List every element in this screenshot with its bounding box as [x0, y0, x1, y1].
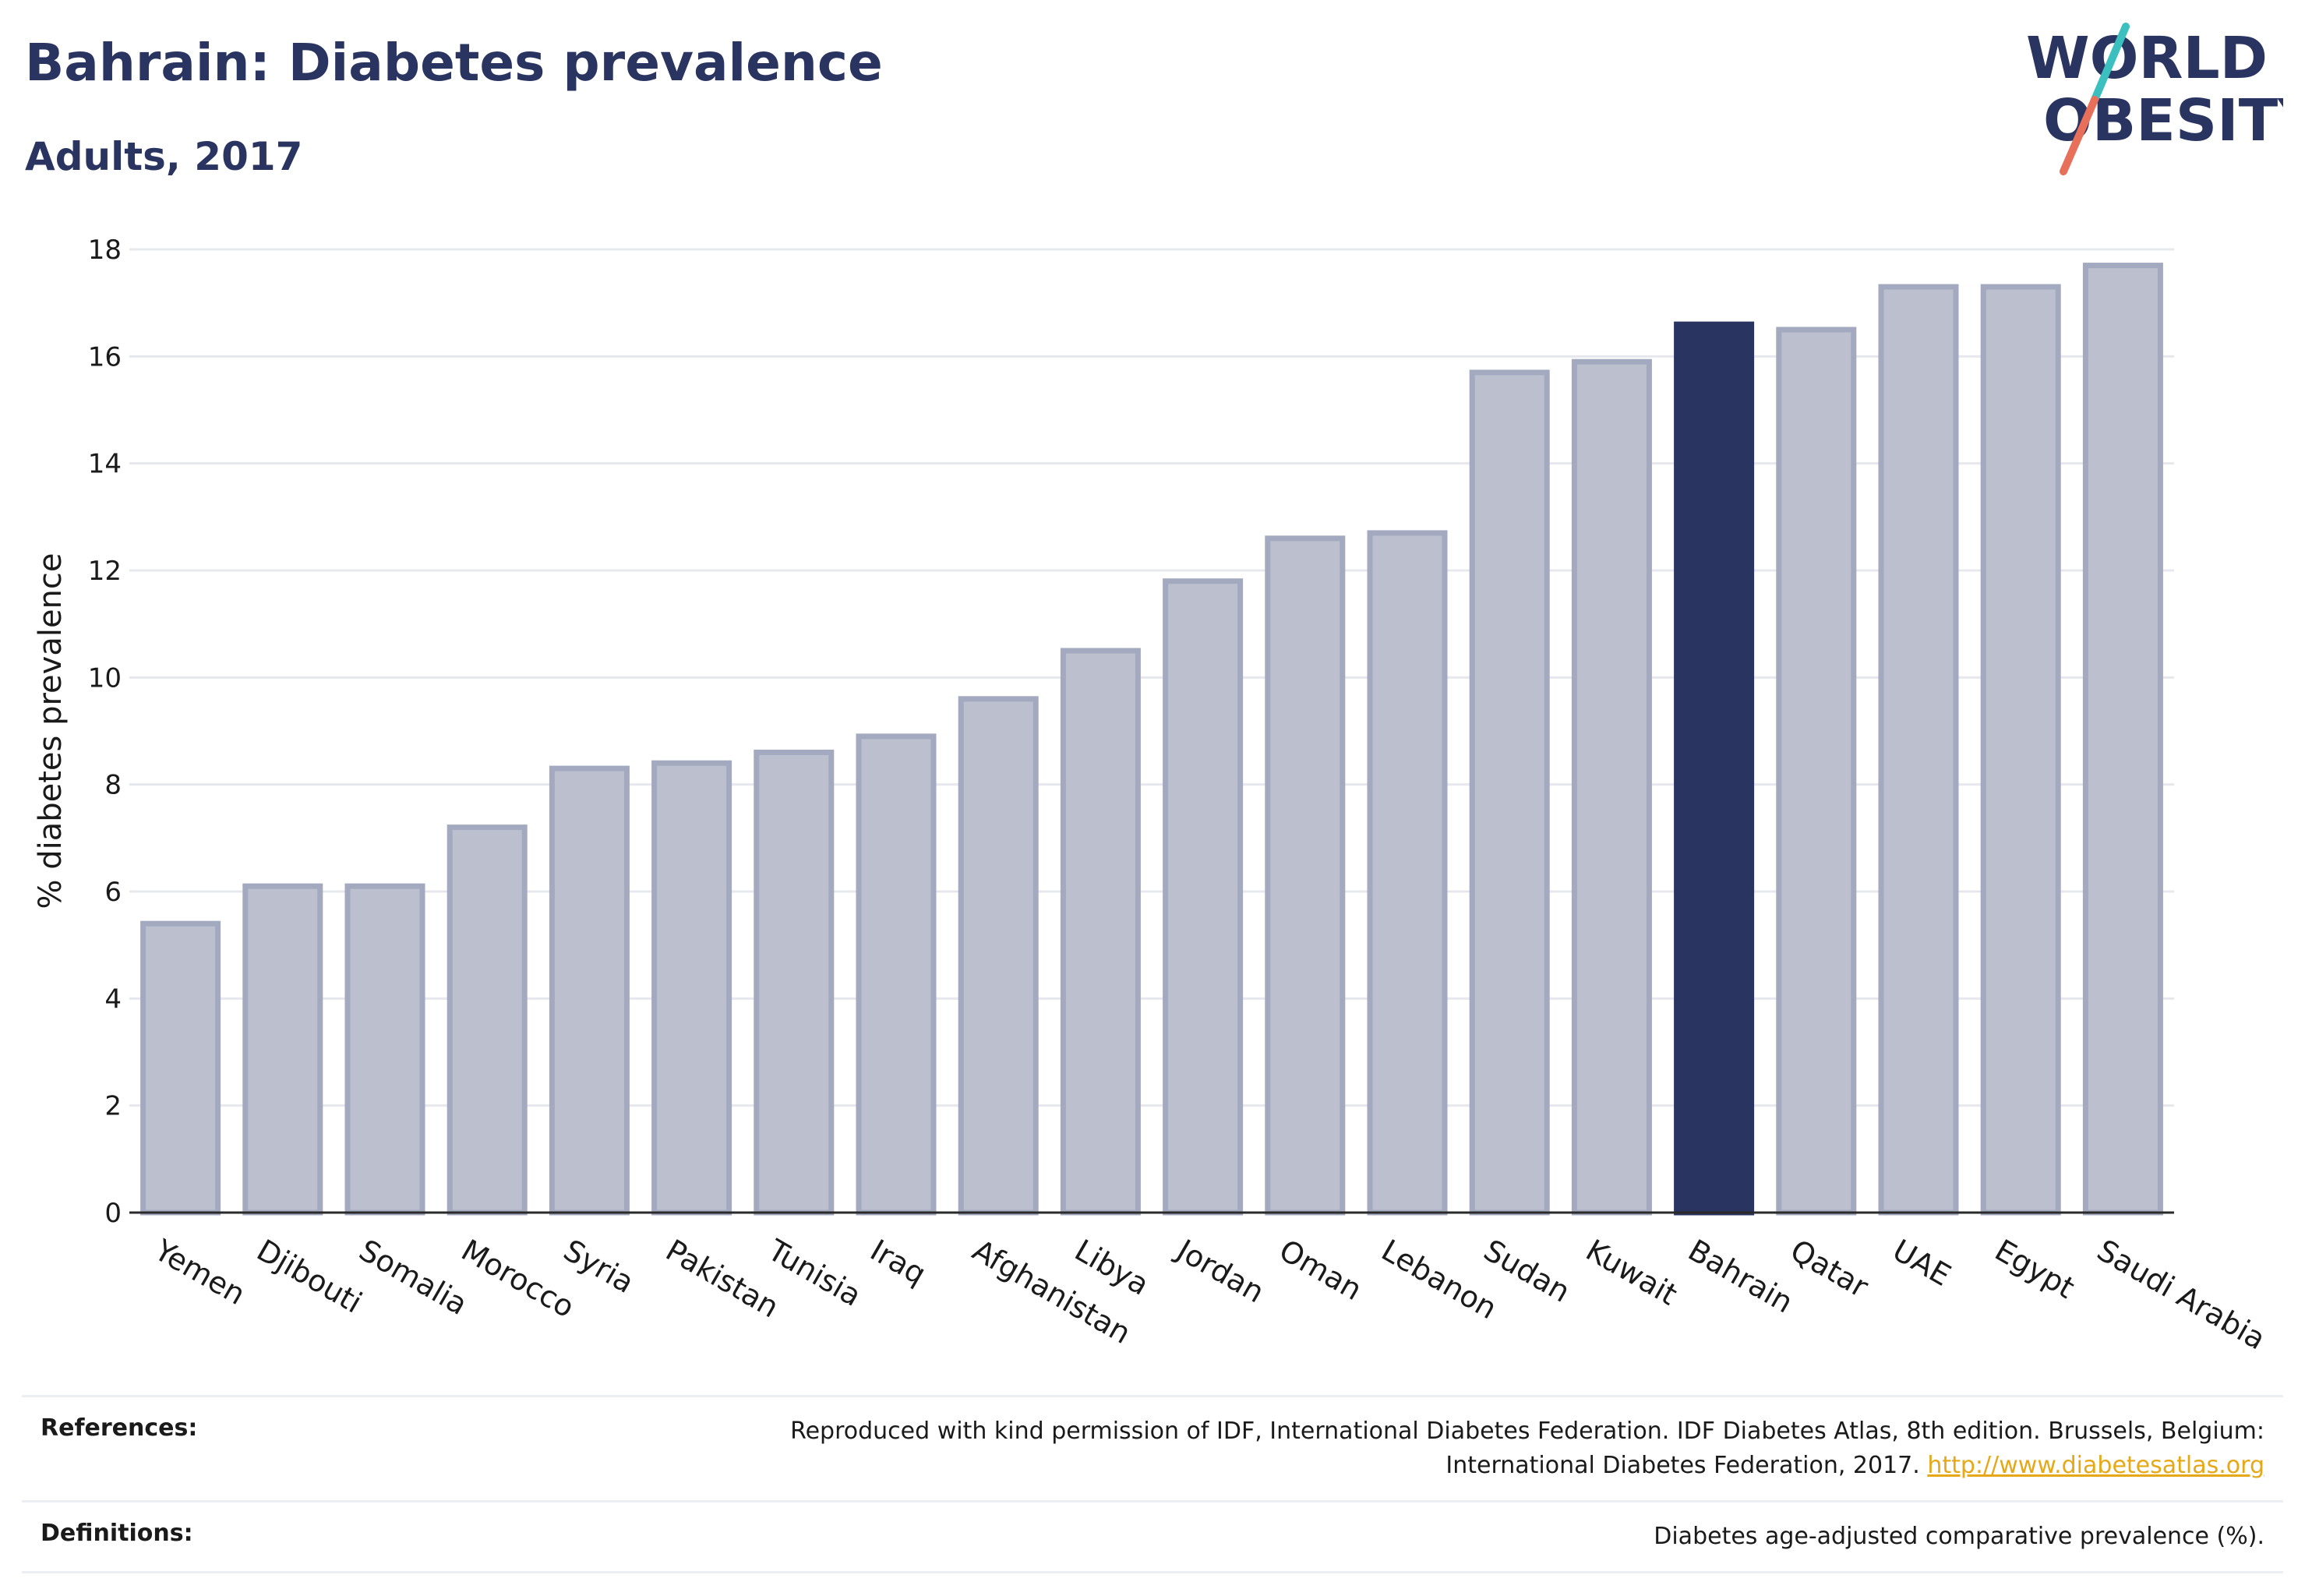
- y-tick-label: 6: [104, 877, 122, 908]
- x-tick-label: Kuwait: [1580, 1233, 1683, 1312]
- bar-afghanistan: [958, 696, 1039, 1216]
- x-tick-label: Oman: [1273, 1233, 1368, 1307]
- y-tick-label: 14: [88, 449, 122, 480]
- logo-line-1: WORLD: [2026, 25, 2268, 92]
- y-tick-label: 4: [104, 983, 122, 1015]
- references-text: Reproduced with kind permission of IDF, …: [790, 1414, 2264, 1483]
- bar-egypt: [1980, 284, 2061, 1216]
- y-tick-label: 16: [88, 341, 122, 373]
- x-tick-label: Yemen: [148, 1232, 251, 1312]
- y-tick-label: 0: [104, 1198, 122, 1229]
- footer: References: Reproduced with kind permiss…: [22, 1395, 2283, 1573]
- x-tick-label: Qatar: [1784, 1233, 1874, 1305]
- logo-slash-red: [2060, 96, 2099, 175]
- bar-morocco: [447, 824, 528, 1216]
- bar-uae: [1878, 284, 1959, 1216]
- bar-djibouti: [242, 883, 323, 1216]
- logo-slash-teal: [2091, 23, 2130, 104]
- bar-kuwait: [1571, 358, 1652, 1216]
- x-tick-label: Saudi Arabia: [2091, 1233, 2271, 1357]
- bar-iraq: [856, 733, 937, 1216]
- chart-subtitle: Adults, 2017: [25, 134, 303, 179]
- bars: [140, 263, 2163, 1216]
- bar-jordan: [1163, 578, 1244, 1216]
- definitions-label: Definitions:: [41, 1520, 193, 1547]
- world-obesity-logo: WORLD OBESITY: [2026, 23, 2283, 175]
- y-tick-label: 2: [104, 1091, 122, 1122]
- grid-lines: [129, 248, 2174, 1107]
- y-tick-label: 18: [88, 235, 122, 266]
- bar-somalia: [344, 883, 425, 1216]
- bar-qatar: [1776, 327, 1857, 1216]
- bar-oman: [1265, 535, 1346, 1216]
- bar-pakistan: [651, 760, 732, 1216]
- references-row: References: Reproduced with kind permiss…: [22, 1395, 2283, 1500]
- y-tick-label: 10: [88, 662, 122, 694]
- x-tick-label: Bahrain: [1682, 1233, 1798, 1320]
- y-tick-label: 8: [104, 770, 122, 801]
- bar-chart: 0 2 4 6 8 10 12 14 16 18 Yemen DjiboutiSomaliaMoroc…: [33, 235, 2271, 1357]
- x-tick-label: Somalia: [354, 1233, 474, 1322]
- y-axis-title: % diabetes prevalence: [33, 553, 69, 909]
- references-line-1: Reproduced with kind permission of IDF, …: [790, 1418, 2264, 1445]
- x-tick-label: Pakistan: [660, 1233, 785, 1325]
- definitions-text: Diabetes age-adjusted comparative preval…: [1654, 1523, 2264, 1550]
- x-tick-label: Djibouti: [251, 1233, 368, 1320]
- bar-libya: [1060, 648, 1141, 1216]
- definitions-row: Definitions: Diabetes age-adjusted compa…: [22, 1500, 2283, 1573]
- diabetes-atlas-link[interactable]: http://www.diabetesatlas.org: [1927, 1452, 2264, 1479]
- chart-title: Bahrain: Diabetes prevalence: [25, 33, 883, 93]
- bar-tunisia: [754, 749, 835, 1216]
- references-label: References:: [41, 1414, 198, 1442]
- y-tick-label: 12: [88, 556, 122, 587]
- bar-syria: [549, 765, 630, 1216]
- bar-saudi-arabia: [2082, 263, 2163, 1216]
- x-tick-label: Morocco: [456, 1233, 581, 1325]
- references-line-2: International Diabetes Federation, 2017.: [1445, 1452, 1920, 1479]
- bar-yemen: [140, 920, 221, 1216]
- x-tick-label: UAE: [1887, 1233, 1957, 1293]
- x-tick-label: Lebanon: [1376, 1233, 1503, 1326]
- bar-sudan: [1469, 369, 1550, 1216]
- x-tick-label: Egypt: [1989, 1233, 2081, 1305]
- bar-lebanon: [1367, 530, 1448, 1216]
- x-tick-label: Iraq: [865, 1233, 932, 1291]
- bar-bahrain: [1674, 321, 1755, 1216]
- x-tick-label: Jordan: [1170, 1232, 1269, 1310]
